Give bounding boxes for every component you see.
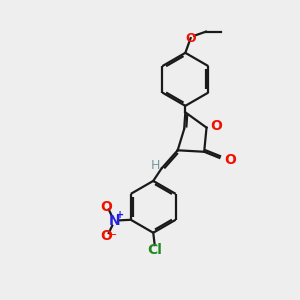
Text: O: O xyxy=(100,229,112,243)
Text: O: O xyxy=(224,153,236,167)
Text: N: N xyxy=(109,214,120,228)
Text: +: + xyxy=(116,210,124,220)
Text: Cl: Cl xyxy=(147,243,162,257)
Text: −: − xyxy=(108,230,118,239)
Text: O: O xyxy=(211,119,223,134)
Text: O: O xyxy=(100,200,112,214)
Text: O: O xyxy=(185,32,196,45)
Text: H: H xyxy=(150,158,160,172)
